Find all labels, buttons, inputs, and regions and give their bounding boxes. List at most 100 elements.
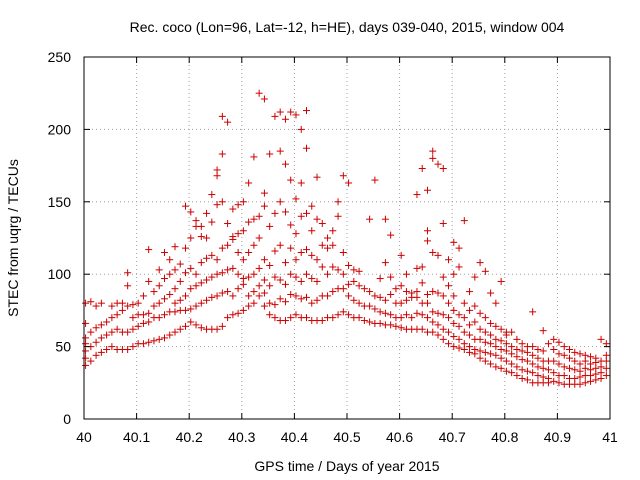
data-point [166, 290, 174, 298]
data-point [218, 289, 226, 297]
data-point [297, 295, 305, 303]
data-point [271, 112, 279, 120]
data-point [150, 337, 158, 345]
data-point [508, 350, 516, 358]
data-point [260, 95, 268, 103]
data-point [539, 364, 547, 372]
data-point [245, 273, 253, 281]
data-point [281, 317, 289, 325]
data-point [203, 209, 211, 217]
data-point [497, 345, 505, 353]
data-point [129, 301, 137, 309]
data-point [434, 160, 442, 168]
data-point [434, 331, 442, 339]
data-point [118, 306, 126, 314]
data-point [597, 335, 605, 343]
data-point [366, 318, 374, 326]
data-point [134, 299, 142, 307]
grid [84, 57, 610, 419]
data-point [145, 309, 153, 317]
data-point [450, 319, 458, 327]
data-point [208, 191, 216, 199]
data-point [171, 266, 179, 274]
data-point [229, 292, 237, 300]
data-point [160, 248, 168, 256]
y-axis-label: STEC from uqrg / TECUs [5, 159, 21, 317]
data-point [413, 264, 421, 272]
data-point [92, 302, 100, 310]
data-point [87, 328, 95, 336]
data-point [518, 356, 526, 364]
data-point [539, 373, 547, 381]
data-point [281, 298, 289, 306]
data-point [329, 241, 337, 249]
data-point [155, 314, 163, 322]
data-point [250, 288, 258, 296]
data-point [234, 285, 242, 293]
data-point [208, 293, 216, 301]
data-point [418, 279, 426, 287]
data-point [402, 311, 410, 319]
data-point [423, 186, 431, 194]
data-point [350, 277, 358, 285]
data-point [592, 354, 600, 362]
data-point [208, 273, 216, 281]
data-point [266, 150, 274, 158]
data-point [187, 234, 195, 242]
data-point [245, 179, 253, 187]
data-point [476, 335, 484, 343]
data-point [176, 325, 184, 333]
data-point [260, 289, 268, 297]
data-point [492, 299, 500, 307]
data-point [250, 215, 258, 223]
data-point [150, 302, 158, 310]
data-point [402, 288, 410, 296]
data-point [97, 334, 105, 342]
data-point [187, 208, 195, 216]
data-point [182, 269, 190, 277]
y-tick-label: 150 [48, 194, 72, 210]
data-point [197, 279, 205, 287]
data-point [397, 251, 405, 259]
data-point [124, 328, 132, 336]
data-point [197, 233, 205, 241]
data-point [387, 311, 395, 319]
x-tick-label: 40.5 [333, 429, 360, 445]
data-point [550, 345, 558, 353]
data-point [266, 311, 274, 319]
data-point [544, 374, 552, 382]
data-point [103, 331, 111, 339]
data-point [203, 254, 211, 262]
data-point [513, 345, 521, 353]
data-point [345, 311, 353, 319]
data-point [203, 276, 211, 284]
data-point [171, 299, 179, 307]
data-point [318, 317, 326, 325]
data-point [234, 309, 242, 317]
data-point [392, 285, 400, 293]
data-point [203, 234, 211, 242]
data-point [455, 322, 463, 330]
data-point [397, 324, 405, 332]
data-point [302, 246, 310, 254]
data-point [160, 275, 168, 283]
data-point [376, 319, 384, 327]
y-tick-label: 200 [48, 121, 72, 137]
data-point [529, 360, 537, 368]
data-point [155, 335, 163, 343]
data-point [413, 288, 421, 296]
chart-title: Rec. coco (Lon=96, Lat=-12, h=HE), days … [130, 19, 565, 35]
data-point [339, 270, 347, 278]
data-point [418, 164, 426, 172]
data-point [192, 217, 200, 225]
data-point [171, 243, 179, 251]
data-point [355, 299, 363, 307]
data-point [281, 115, 289, 123]
data-point [534, 363, 542, 371]
data-point [92, 324, 100, 332]
data-point [176, 260, 184, 268]
data-point [534, 345, 542, 353]
axis-ticks [83, 56, 611, 420]
data-point [329, 288, 337, 296]
data-point [471, 302, 479, 310]
